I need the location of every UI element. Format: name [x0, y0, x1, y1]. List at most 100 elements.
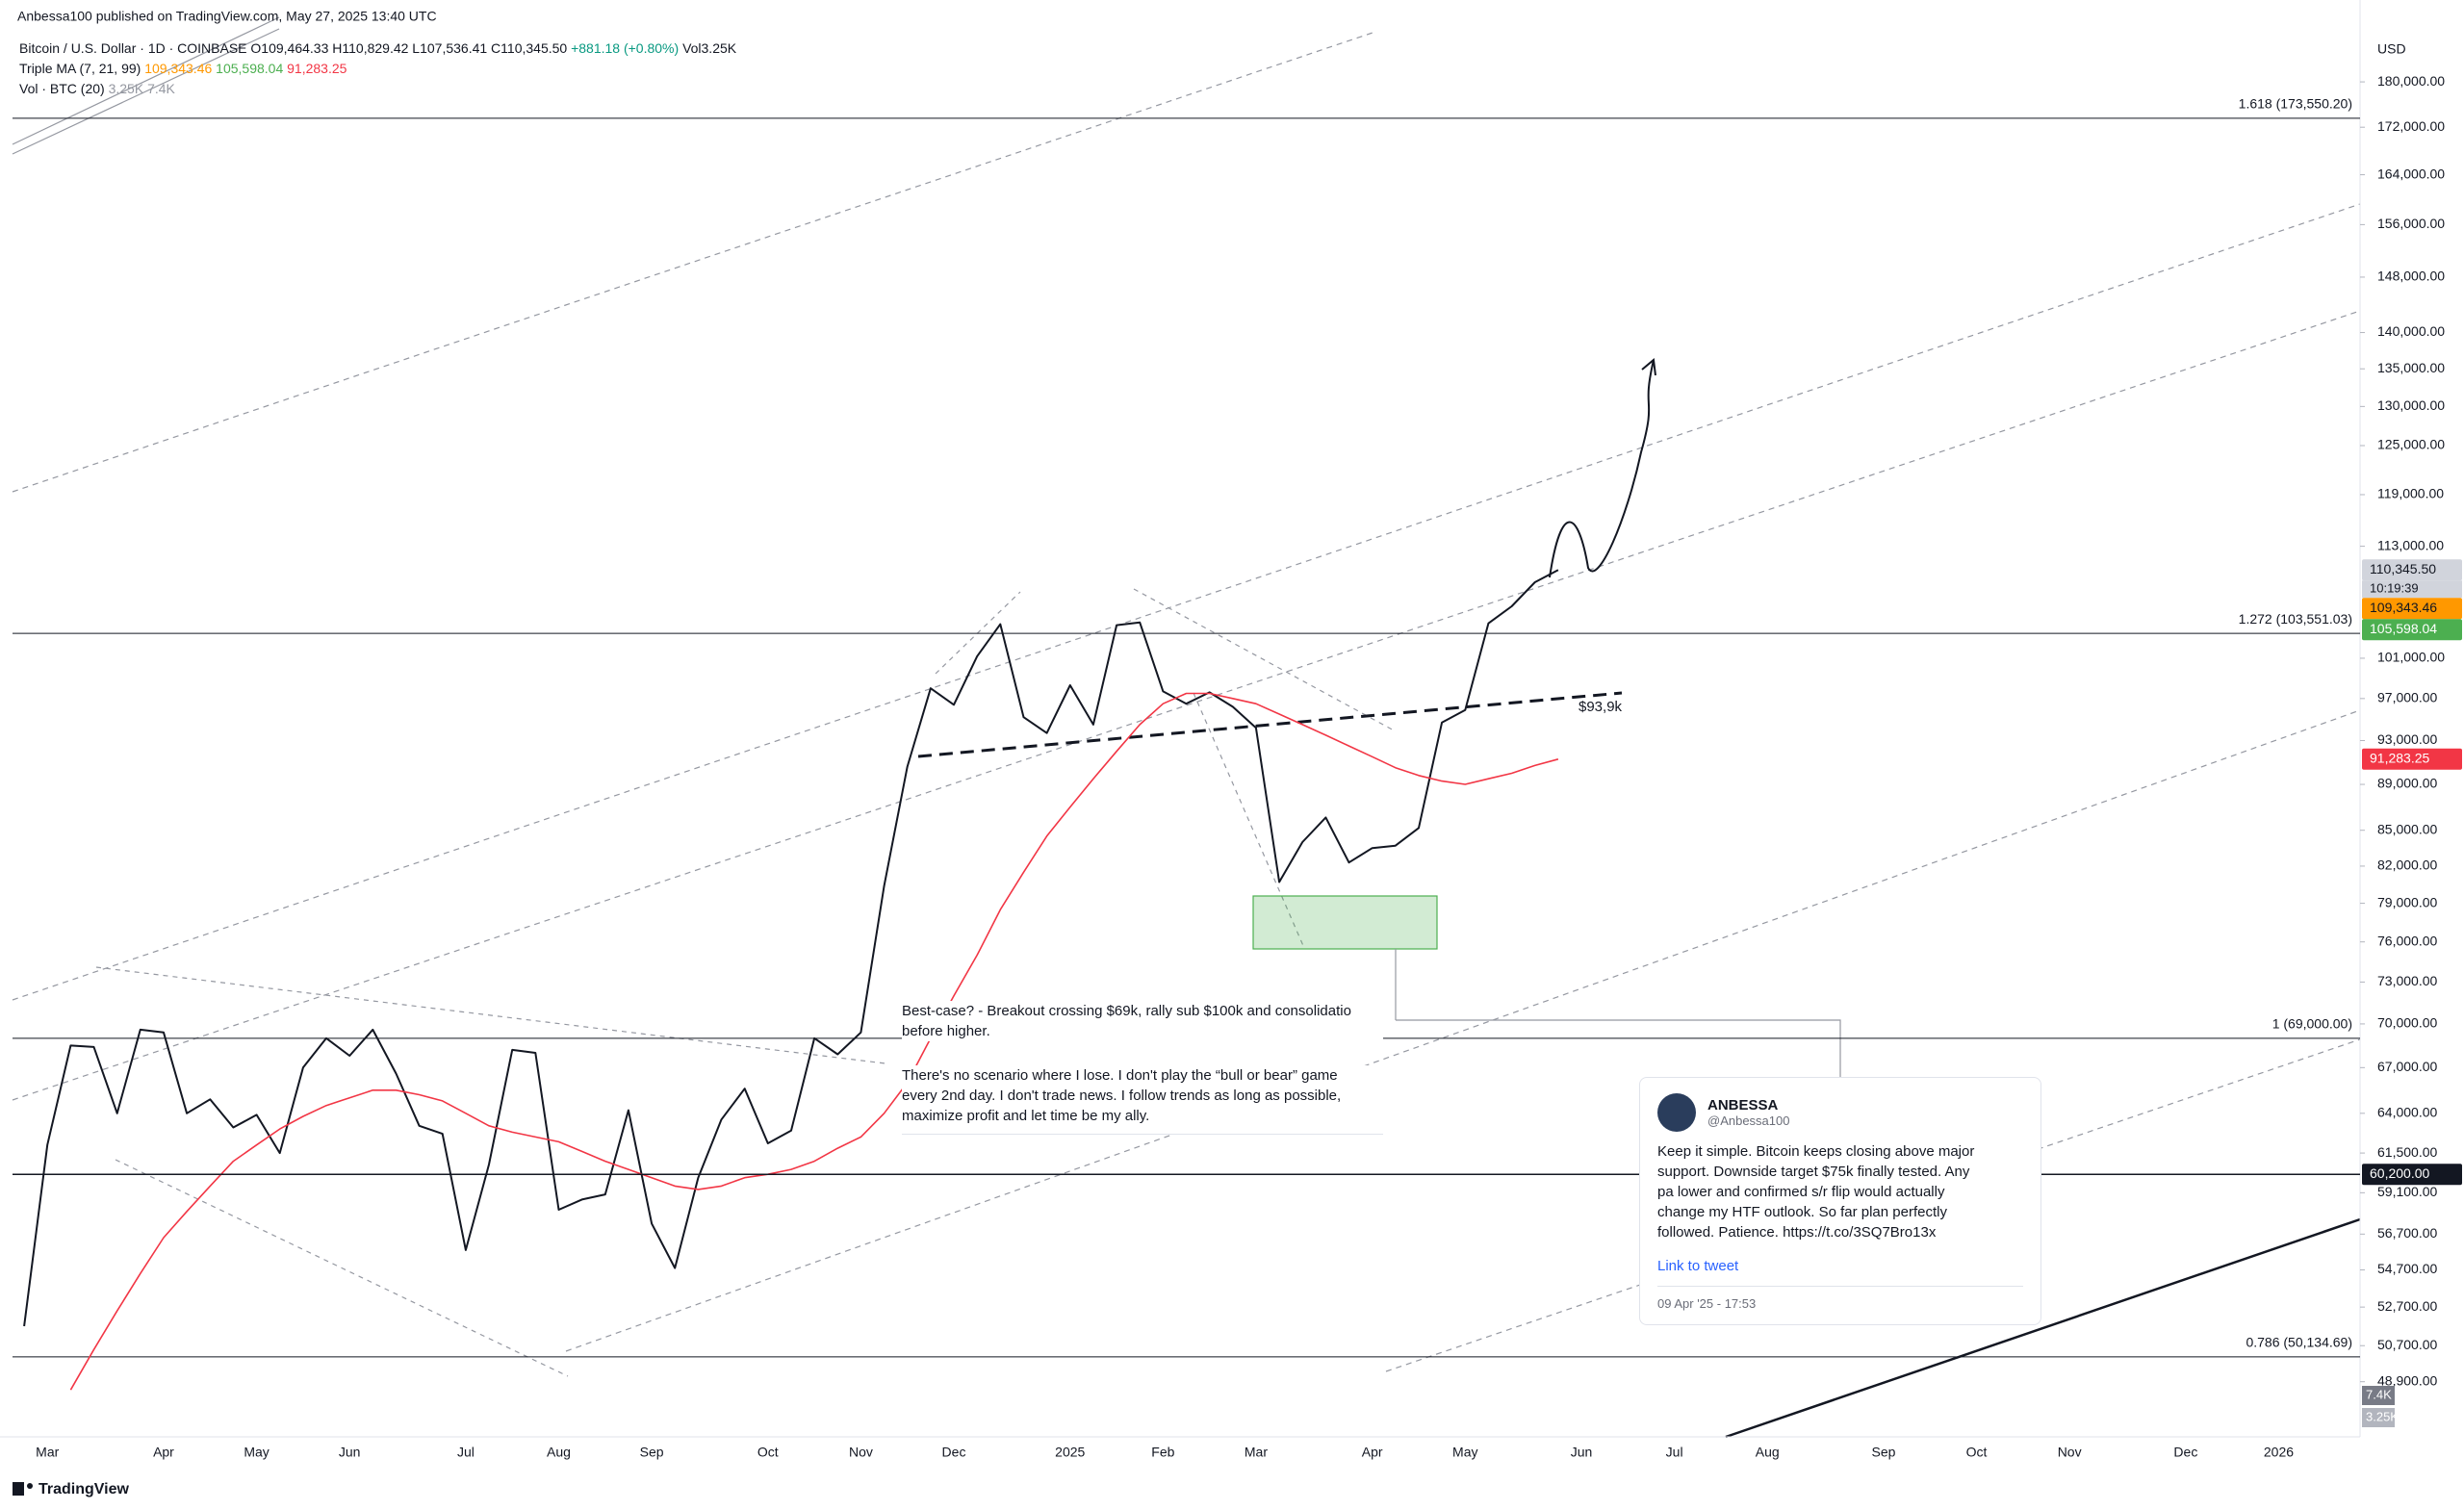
y-tick-label: 130,000.00: [2377, 397, 2445, 413]
tweet-text: Keep it simple. Bitcoin keeps closing ab…: [1657, 1143, 1975, 1160]
x-tick-label: Oct: [757, 1445, 779, 1460]
price-tag: [2362, 559, 2462, 581]
y-tick-label: 125,000.00: [2377, 437, 2445, 452]
ohlc: H110,829.42: [332, 40, 408, 56]
y-tick-label: 73,000.00: [2377, 973, 2437, 988]
author: ANBESSA @Anbessa100: [1707, 1097, 1789, 1128]
projection-arrow: [1549, 359, 1655, 578]
y-tick-label: 48,900.00: [2377, 1372, 2437, 1388]
price-line: [23, 569, 1559, 1327]
annotation-line: every 2nd day. I don't trade news. I fol…: [902, 1088, 1342, 1104]
drawings: [12, 16, 2361, 1439]
y-tick-label: 119,000.00: [2377, 486, 2444, 501]
y-tick-label: 59,100.00: [2377, 1184, 2437, 1199]
published: Anbessa100 published on TradingView.com,…: [17, 9, 437, 24]
y-tick-label: 76,000.00: [2377, 933, 2437, 948]
y-tick-label: 54,700.00: [2377, 1261, 2437, 1276]
x-tick-label: Jun: [339, 1445, 361, 1460]
support-zone: [1252, 895, 1438, 950]
tweet-text: pa lower and confirmed s/r flip would ac…: [1657, 1184, 1945, 1200]
trend-line: [12, 28, 280, 155]
legend-line: Triple MA (7, 21, 99) 109,343.46 105,598…: [19, 61, 347, 76]
annotation: Best-case? - Breakout crossing $69k, ral…: [902, 1001, 1383, 1041]
y-tick-label: 180,000.00: [2377, 73, 2445, 89]
tweet-text: support. Downside target $75k finally te…: [1657, 1164, 1970, 1180]
x-tick-label: Dec: [2173, 1445, 2197, 1460]
x-tick-label: Apr: [1362, 1445, 1383, 1460]
trend-line: [1725, 1217, 2361, 1439]
arrow-head: [1641, 358, 1656, 376]
x-tick-label: 2026: [2264, 1445, 2294, 1460]
tweet-date: 09 Apr '25 - 17:53: [1657, 1286, 2023, 1311]
price-tag: [2362, 598, 2462, 620]
ohlc: L107,536.41: [412, 40, 487, 56]
x-tick-label: Apr: [153, 1445, 174, 1460]
price-tag-label: 109,343.46: [2370, 600, 2437, 615]
x-tick-label: Sep: [640, 1445, 664, 1460]
tweet-name: ANBESSA: [1707, 1097, 1779, 1113]
y-tick-label: 135,000.00: [2377, 360, 2445, 375]
y-tick-label: 52,700.00: [2377, 1298, 2437, 1314]
x-tick-label: Aug: [1756, 1445, 1780, 1460]
y-tick-label: 140,000.00: [2377, 323, 2445, 339]
x-tick-label: Sep: [1871, 1445, 1895, 1460]
vol-value: 7.4K: [147, 81, 175, 96]
x-tick-label: May: [1452, 1445, 1477, 1460]
y-tick-label: 156,000.00: [2377, 216, 2445, 231]
tweet-link[interactable]: Link to tweet: [1657, 1258, 1739, 1274]
vol-value: 3.25K: [109, 81, 144, 96]
annotation-line: Best-case? - Breakout crossing $69k, ral…: [902, 1003, 1351, 1019]
y-tick-label: 113,000.00: [2377, 537, 2444, 552]
y-tick-label: 50,700.00: [2377, 1337, 2437, 1352]
symbol: Bitcoin / U.S. Dollar · 1D · COINBASE: [19, 40, 247, 56]
vol-name: Vol · BTC (20): [19, 81, 105, 96]
legend-line: Vol · BTC (20) 3.25K 7.4K: [19, 81, 176, 96]
ohlc: C110,345.50: [491, 40, 567, 56]
tweet-handle: @Anbessa100: [1707, 1113, 1790, 1128]
y-tick-label: 56,700.00: [2377, 1225, 2437, 1241]
x-tick-label: Jun: [1571, 1445, 1593, 1460]
wedge-line: [115, 1159, 569, 1377]
annotation: There's no scenario where I lose. I don'…: [902, 1065, 1383, 1135]
footer: TradingView: [13, 1481, 130, 1497]
y-tick-label: 101,000.00: [2377, 650, 2445, 665]
volume-tag-label: 3.25K: [2366, 1409, 2399, 1423]
y-tick-label: 172,000.00: [2377, 118, 2445, 134]
volume-tag-label: 7.4K: [2366, 1387, 2392, 1401]
price-tag: [2362, 1164, 2462, 1186]
x-tick-label: Oct: [1966, 1445, 1988, 1460]
channel-line: [1385, 1038, 2361, 1372]
channel-line: [12, 31, 1376, 493]
y-tick-label: 64,000.00: [2377, 1105, 2437, 1120]
ma-value: 109,343.46: [144, 61, 212, 76]
annotation-line: maximize profit and let time be my ally.: [902, 1108, 1150, 1124]
avatar: [1657, 1093, 1696, 1132]
x-tick-label: Feb: [1151, 1445, 1174, 1460]
countdown-bg: [2362, 580, 2462, 599]
countdown: 10:19:39: [2370, 581, 2419, 596]
fib-label: 1.618 (173,550.20): [2239, 96, 2352, 112]
price-tag-label: 110,345.50: [2370, 561, 2436, 576]
price-tag-label: 105,598.04: [2370, 621, 2437, 636]
connector: [1396, 1019, 1841, 1077]
x-tick-label: Nov: [2058, 1445, 2082, 1460]
ma-value: 105,598.04: [216, 61, 283, 76]
x-tick-label: Jul: [457, 1445, 475, 1460]
change: +881.18 (+0.80%): [571, 40, 679, 56]
logo: [27, 1483, 33, 1489]
y-tick-label: 67,000.00: [2377, 1059, 2437, 1074]
x-tick-label: Mar: [36, 1445, 59, 1460]
ma-value: 91,283.25: [287, 61, 346, 76]
y-tick-label: 61,500.00: [2377, 1144, 2437, 1160]
price-tag-label: 91,283.25: [2370, 750, 2429, 765]
price-tag-label: 60,200.00: [2370, 1165, 2429, 1181]
ma-name: Triple MA (7, 21, 99): [19, 61, 141, 76]
y-tick-label: 85,000.00: [2377, 821, 2437, 836]
wedge-line: [95, 966, 886, 1064]
volume: Vol3.25K: [682, 40, 737, 56]
legend-line: Bitcoin / U.S. Dollar · 1D · COINBASE O1…: [19, 40, 737, 56]
trend-line: [12, 16, 280, 145]
price-line: [69, 692, 1559, 1391]
y-tick-label: 82,000.00: [2377, 857, 2437, 873]
